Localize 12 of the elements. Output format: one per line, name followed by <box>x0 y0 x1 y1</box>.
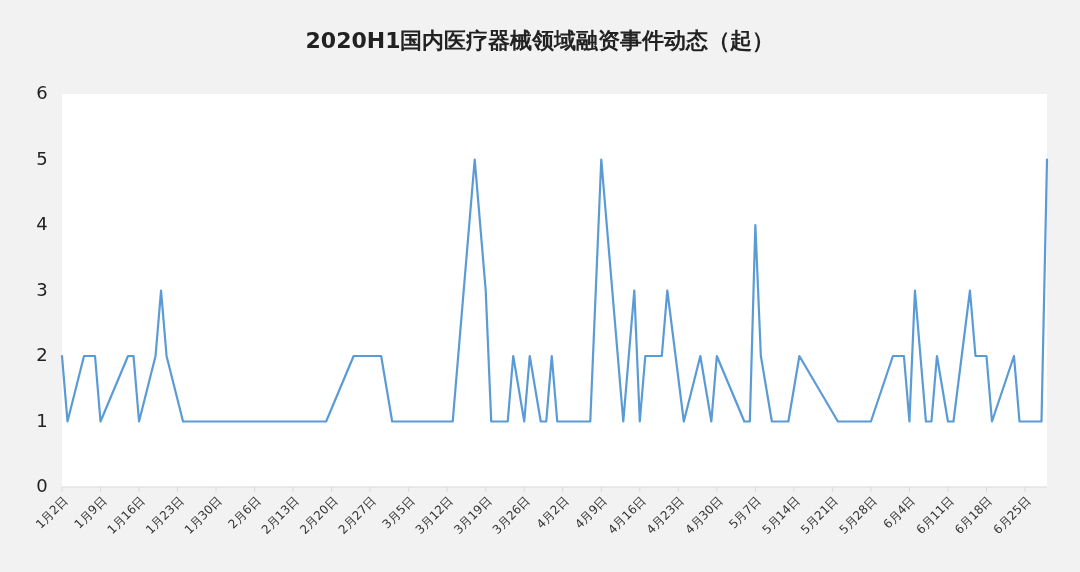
y-tick-label: 1 <box>36 409 48 431</box>
line-series <box>60 158 1049 423</box>
y-tick-label: 0 <box>36 475 48 496</box>
x-tick-label: 4月2日 <box>533 493 572 532</box>
chart-title: 2020H1国内医疗器械领域融资事件动态（起） <box>305 28 775 53</box>
y-tick-label: 4 <box>36 213 48 234</box>
y-tick-label: 6 <box>36 82 48 103</box>
x-tick-label: 4月9日 <box>572 493 610 532</box>
y-tick-label: 5 <box>36 147 48 169</box>
y-tick-label: 3 <box>36 278 48 300</box>
y-tick-label: 2 <box>36 344 48 365</box>
x-tick-label: 1月2日 <box>32 493 71 532</box>
